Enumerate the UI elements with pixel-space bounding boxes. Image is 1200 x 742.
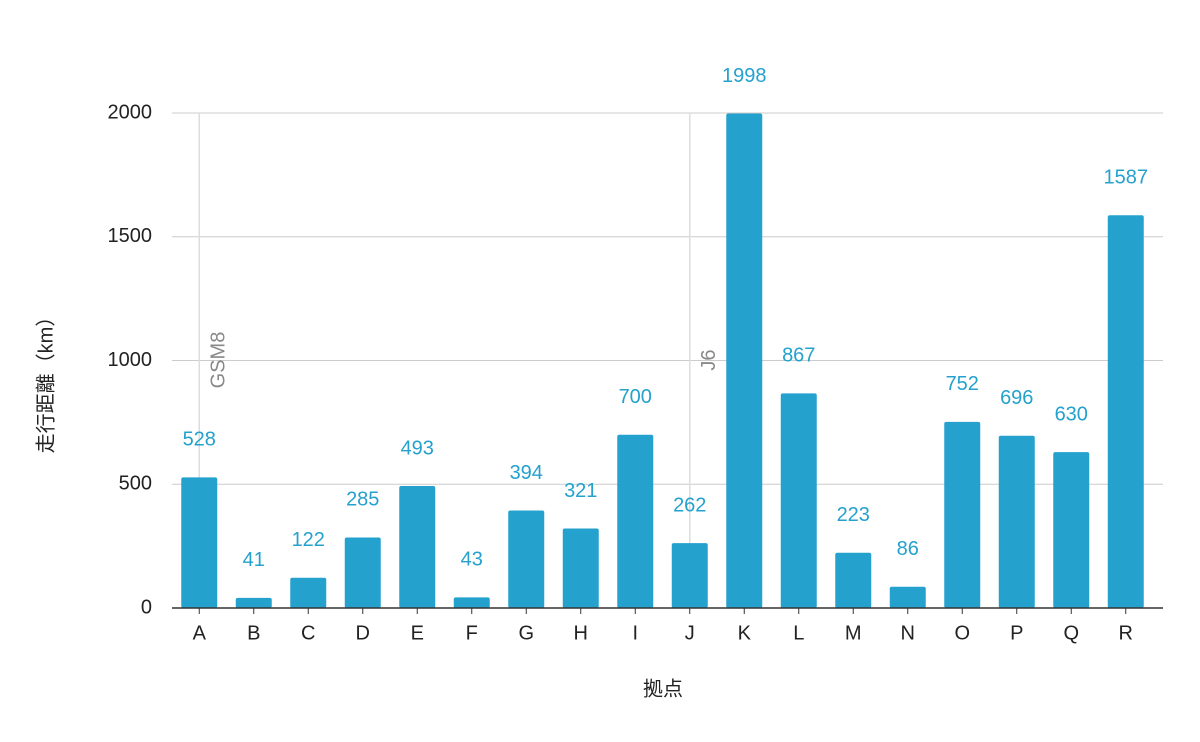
y-tick-label: 500 xyxy=(119,473,152,495)
bar xyxy=(671,543,708,608)
data-label: 223 xyxy=(837,504,870,526)
x-tick-label: F xyxy=(466,622,478,644)
bar xyxy=(617,434,654,608)
bar xyxy=(508,510,545,608)
data-label: 630 xyxy=(1055,403,1088,425)
bar xyxy=(181,477,218,608)
x-tick-label: G xyxy=(518,622,534,644)
x-tick-label: M xyxy=(845,622,862,644)
y-axis-title: 走行距離（km） xyxy=(34,307,57,454)
x-tick-label: A xyxy=(193,622,207,644)
x-tick-label: I xyxy=(632,622,638,644)
data-label: 43 xyxy=(461,549,483,571)
x-tick-label: R xyxy=(1119,622,1133,644)
x-tick-label: L xyxy=(793,622,804,644)
y-tick-label: 0 xyxy=(141,596,152,618)
x-tick-label: E xyxy=(411,622,424,644)
data-label: 696 xyxy=(1000,387,1033,409)
data-label: 700 xyxy=(619,386,652,408)
bar xyxy=(1053,452,1090,608)
bar xyxy=(835,552,872,608)
x-tick-label: K xyxy=(738,622,752,644)
y-tick-label: 1500 xyxy=(108,225,153,247)
bar xyxy=(235,597,272,608)
data-label: 1587 xyxy=(1104,166,1149,188)
data-label: 528 xyxy=(183,429,216,451)
y-tick-label: 1000 xyxy=(108,349,153,371)
bar xyxy=(399,485,436,608)
x-tick-label: P xyxy=(1010,622,1023,644)
bar xyxy=(562,528,599,608)
data-label: 321 xyxy=(564,480,597,502)
x-tick-label: J xyxy=(685,622,695,644)
x-tick-label: N xyxy=(901,622,915,644)
x-axis-title: 拠点 xyxy=(643,677,683,700)
bar xyxy=(1107,215,1144,608)
data-label: 86 xyxy=(897,538,919,560)
data-label: 493 xyxy=(401,437,434,459)
bar xyxy=(453,597,490,608)
bar xyxy=(998,435,1035,608)
bar xyxy=(944,421,981,608)
annotation-text: GSM8 xyxy=(208,332,230,389)
bar xyxy=(344,537,381,608)
bar xyxy=(290,577,327,608)
data-label: 41 xyxy=(243,549,265,571)
x-tick-label: O xyxy=(954,622,970,644)
x-tick-label: C xyxy=(301,622,315,644)
x-tick-label: B xyxy=(247,622,260,644)
annotation-text: J6 xyxy=(698,349,720,370)
x-tick-label: Q xyxy=(1063,622,1079,644)
data-label: 867 xyxy=(782,345,815,367)
bar xyxy=(780,393,817,608)
y-tick-label: 2000 xyxy=(108,101,153,123)
x-tick-label: H xyxy=(574,622,588,644)
data-label: 752 xyxy=(946,373,979,395)
bar xyxy=(726,113,763,609)
data-label: 394 xyxy=(510,462,543,484)
x-tick-label: D xyxy=(356,622,370,644)
data-label: 262 xyxy=(673,494,706,516)
data-label: 1998 xyxy=(722,65,767,87)
data-label: 122 xyxy=(292,529,325,551)
bar xyxy=(889,586,926,608)
data-label: 285 xyxy=(346,489,379,511)
